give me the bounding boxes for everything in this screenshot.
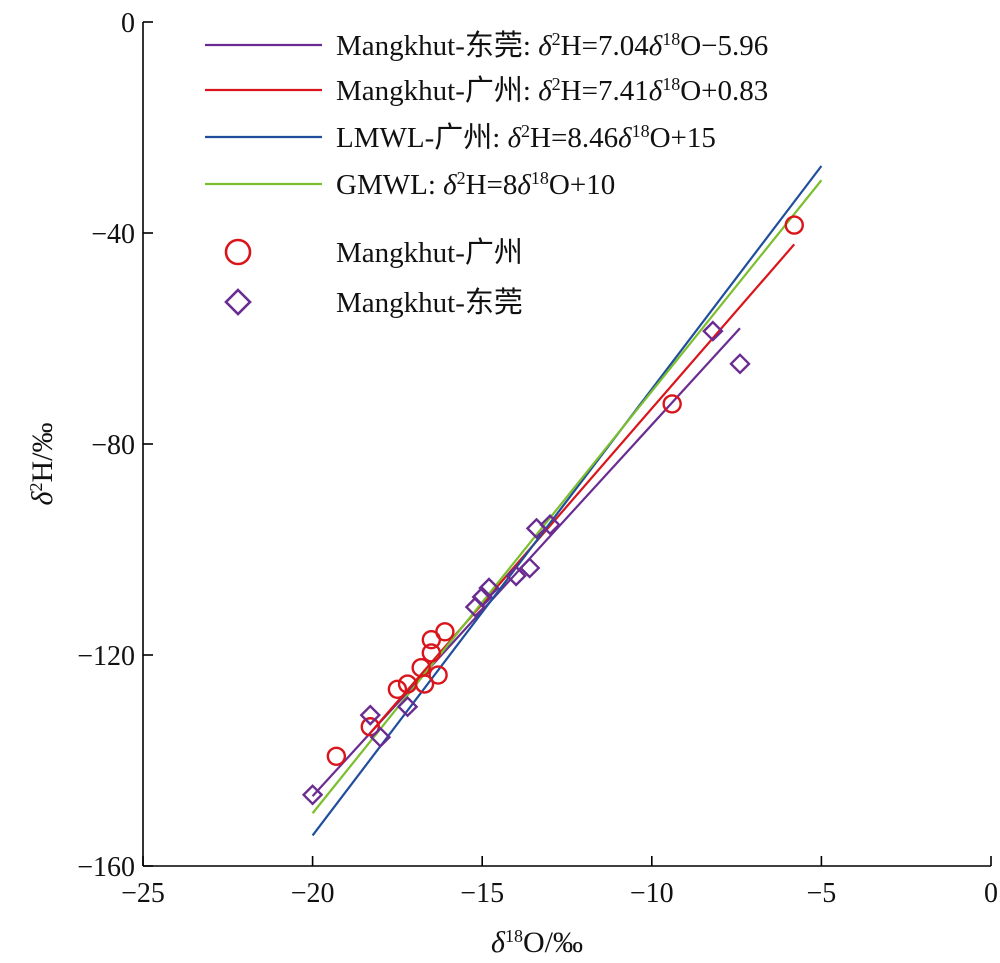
legend-label-2: LMWL-广州: δ2H=8.46δ18O+15 <box>336 121 716 154</box>
point-dongguan <box>729 353 751 375</box>
legend-label-0: Mangkhut-东莞: δ2H=7.04δ18O−5.96 <box>336 29 768 62</box>
y-tick-label: −160 <box>77 852 135 883</box>
legend-line-equation: δ2H=8.46δ18O+15 <box>508 121 716 154</box>
point-guangzhou <box>421 643 442 663</box>
x-tick-label: −20 <box>291 878 335 909</box>
point-guangzhou <box>662 394 682 414</box>
x-axis-label: δ18O/‰ <box>491 926 583 959</box>
y-axis-label: δ2H/‰ <box>26 423 59 506</box>
x-tick-label: 0 <box>984 878 998 909</box>
legend-line-equation: δ2H=7.41δ18O+0.83 <box>538 74 768 107</box>
point-dongguan <box>301 784 324 806</box>
legend-marker-circle <box>224 238 252 266</box>
fit-line-2 <box>311 165 823 837</box>
point-dongguan <box>539 514 561 536</box>
point-dongguan <box>478 577 500 599</box>
y-tick-label: −40 <box>91 219 135 250</box>
axis-titles: δ18O/‰ δ2H/‰ <box>26 423 583 959</box>
legend-label-3: GMWL: δ2H=8δ18O+10 <box>336 168 615 201</box>
fit-line-3 <box>311 179 823 814</box>
point-dongguan <box>471 586 493 608</box>
y-tick-label: −120 <box>77 641 135 672</box>
y-tick-label: −80 <box>91 430 135 461</box>
point-guangzhou <box>784 215 804 235</box>
legend-line-name: Mangkhut-广州: <box>336 74 538 107</box>
point-dongguan <box>702 320 724 342</box>
fit-line-1 <box>369 243 796 734</box>
legend-marker-diamond <box>224 288 252 316</box>
x-tick-label: −5 <box>807 878 837 909</box>
legend-line-name: Mangkhut-东莞: <box>336 29 538 62</box>
point-dongguan <box>505 565 527 587</box>
x-tick-label: −10 <box>630 878 674 909</box>
point-guangzhou <box>414 674 435 694</box>
y-tick-label: 0 <box>121 8 135 39</box>
legend-line-name: LMWL-广州: <box>336 121 508 154</box>
fit-lines <box>311 165 823 837</box>
point-guangzhou <box>360 717 380 737</box>
legend-series-label: Mangkhut-广州 <box>336 236 523 269</box>
point-dongguan <box>369 726 392 748</box>
point-dongguan <box>396 695 419 718</box>
legend-line-name: GMWL: <box>336 169 443 201</box>
point-guangzhou <box>428 665 448 685</box>
legend-line-equation: δ2H=7.04δ18O−5.96 <box>538 29 768 62</box>
data-points <box>301 215 804 806</box>
point-guangzhou <box>326 746 347 766</box>
point-dongguan <box>518 557 541 579</box>
x-tick-label: −15 <box>460 878 504 909</box>
legend-series-label: Mangkhut-东莞 <box>336 286 523 319</box>
axes: −25 −20 −15 −10 −5 0 −160 −120 −80 −40 0 <box>77 8 998 909</box>
x-tick-label: −25 <box>121 878 165 909</box>
point-guangzhou <box>435 622 455 642</box>
legend-label-1: Mangkhut-广州: δ2H=7.41δ18O+0.83 <box>336 74 768 107</box>
legend-line-equation: δ2H=8δ18O+10 <box>443 168 615 201</box>
point-guangzhou <box>387 679 408 699</box>
point-dongguan <box>359 704 381 726</box>
legend: Mangkhut-东莞: δ2H=7.04δ18O−5.96Mangkhut-广… <box>205 29 768 319</box>
